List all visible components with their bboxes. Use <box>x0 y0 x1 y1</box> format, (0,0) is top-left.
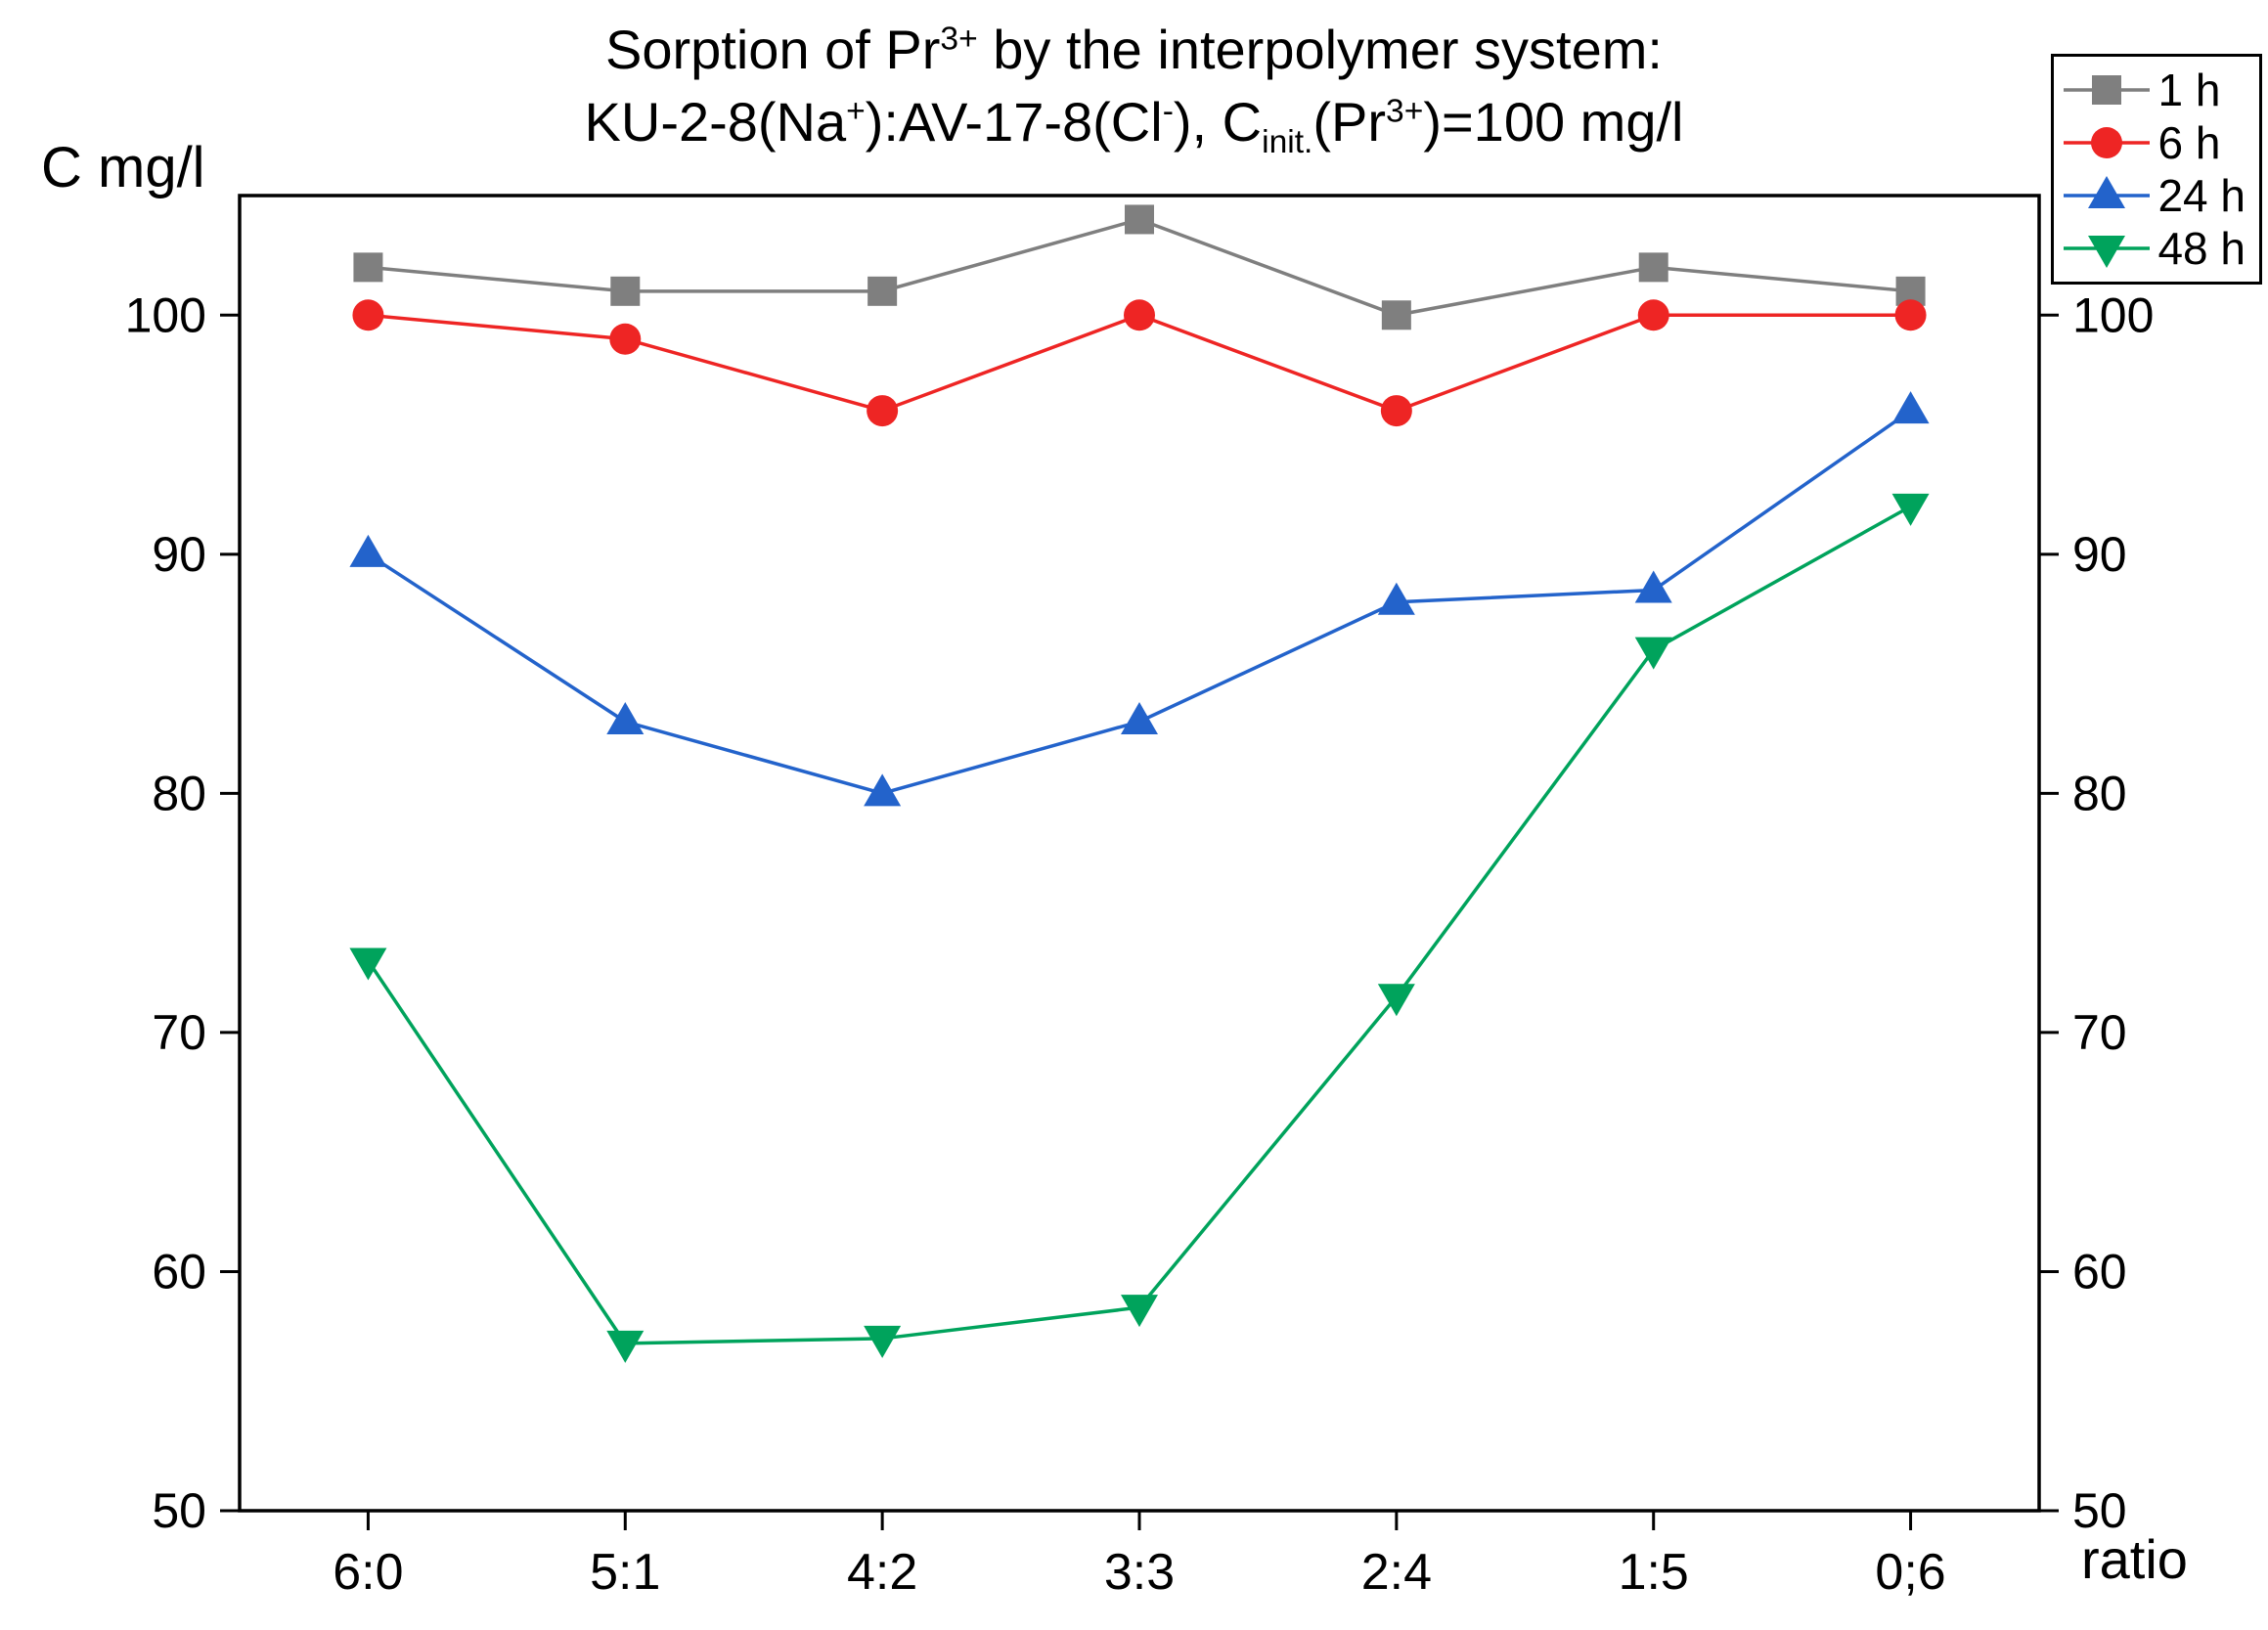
marker-triangle-down <box>349 947 387 981</box>
marker-triangle-down <box>1634 637 1672 670</box>
marker-triangle-down <box>1121 1295 1158 1328</box>
marker-circle <box>867 395 899 427</box>
x-tick-label: 3:3 <box>1104 1544 1175 1601</box>
legend-label: 1 h <box>2157 65 2221 115</box>
x-axis-label: ratio <box>2081 1528 2188 1590</box>
marker-square <box>1638 252 1668 283</box>
title-segment: ):AV-17-8(Cl <box>865 90 1163 153</box>
y-tick-label-left: 50 <box>152 1483 206 1538</box>
marker-circle <box>352 299 384 331</box>
y-tick-label-right: 80 <box>2072 766 2127 820</box>
marker-circle <box>609 323 642 355</box>
marker-square <box>1125 204 1154 235</box>
legend-marker-icon <box>2064 236 2151 268</box>
marker-circle <box>1637 299 1669 331</box>
marker-triangle-up <box>349 534 387 567</box>
title-segment: - <box>1162 93 1174 130</box>
y-tick-label-left: 80 <box>152 766 206 820</box>
title-segment: Sorption of Pr <box>605 19 941 80</box>
marker-square <box>867 276 898 306</box>
title-segment: ), C <box>1173 90 1263 153</box>
y-tick-label-left: 90 <box>152 527 206 582</box>
marker-triangle-down <box>1377 984 1415 1017</box>
y-axis-label: C mg/l <box>41 136 205 199</box>
title-segment: by the interpolymer system: <box>977 19 1663 80</box>
legend-marker-icon <box>2064 127 2151 158</box>
marker-triangle-up <box>1634 570 1672 603</box>
legend-marker-icon <box>2064 75 2151 105</box>
title-segment: 3+ <box>940 21 978 58</box>
legend-marker-icon <box>2064 176 2151 208</box>
marker-triangle-up <box>864 773 902 807</box>
title-segment: (Pr <box>1312 90 1387 153</box>
x-tick-label: 2:4 <box>1361 1544 1432 1601</box>
marker-triangle-up <box>1377 582 1415 615</box>
legend-item: 24 h <box>2062 170 2246 221</box>
marker-square <box>1381 300 1411 330</box>
marker-square <box>2092 75 2122 105</box>
legend-label: 48 h <box>2157 223 2246 274</box>
y-tick-label-left: 100 <box>125 287 206 342</box>
marker-triangle-up <box>2088 176 2126 208</box>
marker-triangle-down <box>1891 493 1930 526</box>
x-tick-label: 0;6 <box>1875 1544 1945 1601</box>
y-tick-label-right: 60 <box>2072 1244 2127 1299</box>
x-tick-label: 1:5 <box>1619 1544 1689 1601</box>
marker-triangle-up <box>1121 702 1158 734</box>
y-tick-label-left: 70 <box>152 1005 206 1060</box>
series-line-24h <box>367 409 1912 796</box>
marker-circle <box>1380 395 1412 427</box>
marker-triangle-up <box>606 702 645 734</box>
marker-circle <box>2091 127 2123 158</box>
title-segment: KU-2-8(Na <box>584 90 847 153</box>
series-line-48h <box>366 505 1912 1345</box>
title-segment: 3+ <box>1386 93 1424 130</box>
chart-title: Sorption of Pr3+ by the interpolymer sys… <box>0 14 2268 164</box>
y-tick-label-right: 90 <box>2072 527 2127 582</box>
marker-circle <box>1124 299 1155 331</box>
title-segment: + <box>846 93 866 130</box>
x-tick-label: 6:0 <box>333 1544 403 1601</box>
legend-item: 6 h <box>2062 117 2246 168</box>
title-segment: init. <box>1262 124 1313 161</box>
legend-label: 24 h <box>2157 170 2246 221</box>
y-tick-label-right: 70 <box>2072 1005 2127 1060</box>
legend-item: 48 h <box>2062 223 2246 274</box>
marker-circle <box>1894 299 1927 331</box>
marker-triangle-up <box>1891 391 1930 424</box>
title-segment: )=100 mg/l <box>1423 90 1684 153</box>
y-tick-label-right: 100 <box>2072 287 2154 342</box>
marker-triangle-down <box>864 1325 902 1358</box>
x-tick-label: 4:2 <box>847 1544 917 1601</box>
chart-title-line2: KU-2-8(Na+):AV-17-8(Cl-), Cinit.(Pr3+)=1… <box>0 86 2268 165</box>
y-tick-label-right: 50 <box>2072 1483 2127 1538</box>
legend-label: 6 h <box>2157 117 2221 168</box>
legend-item: 1 h <box>2062 65 2246 115</box>
marker-square <box>610 276 641 306</box>
chart-title-line1: Sorption of Pr3+ by the interpolymer sys… <box>0 14 2268 86</box>
marker-square <box>353 252 383 283</box>
marker-triangle-down <box>606 1330 645 1363</box>
marker-triangle-down <box>2088 236 2126 268</box>
y-tick-label-left: 60 <box>152 1244 206 1299</box>
x-tick-label: 5:1 <box>590 1544 660 1601</box>
